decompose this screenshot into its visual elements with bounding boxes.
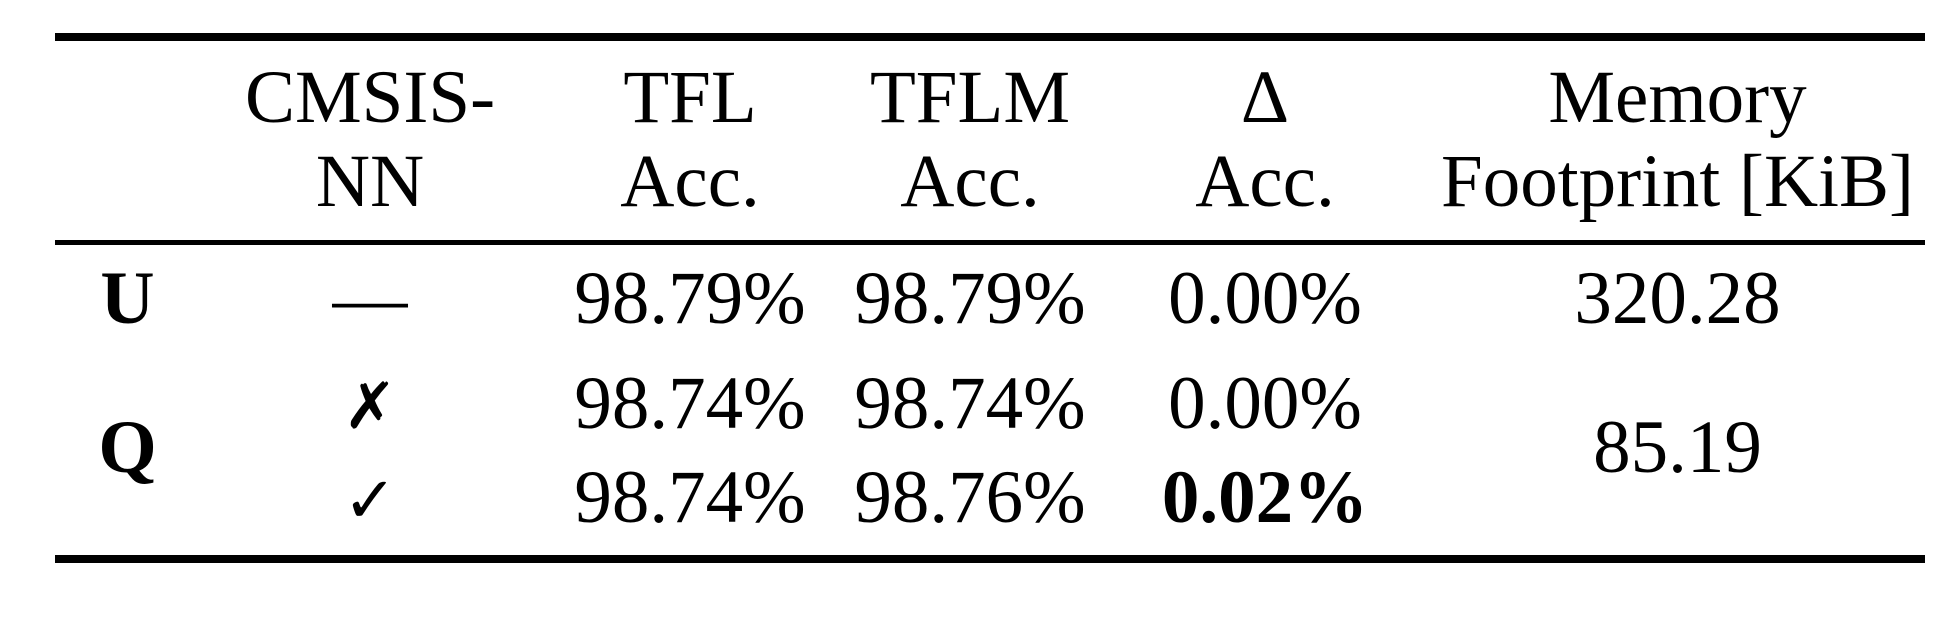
header-tflm-acc-line2: Acc. [900,140,1040,224]
spacer-cell [55,542,1925,559]
cell-q1-cmsis-nn: ✗ [200,354,540,454]
header-memory-footprint: Memory Footprint [KiB] [1430,37,1925,245]
header-memory-line1: Memory [1548,56,1807,140]
table-header: CMSIS- NN TFL Acc. TFLM Acc. Δ Acc. Memory Fo… [55,37,1925,245]
header-tfl-acc-line1: TFL [623,56,757,140]
cell-u-memory: 320.28 [1574,257,1781,341]
cell-q1-delta-acc: 0.00% [1168,362,1362,445]
header-cmsis-nn-line1: CMSIS- [244,56,496,140]
header-tfl-acc: TFL Acc. [540,37,840,245]
cell-u-cmsis-nn: — [200,242,540,354]
header-tflm-acc: TFLM Acc. [840,37,1100,245]
header-delta-acc: Δ Acc. [1100,37,1430,245]
cell-u-delta-acc: 0.00% [1168,257,1362,341]
cell-u-tfl-acc: 98.79% [574,257,806,341]
results-table: CMSIS- NN TFL Acc. TFLM Acc. Δ Acc. Memory Fo… [55,33,1925,563]
table-row-quantized-cmsis: ✓ 98.74% 98.76% 0.02% [55,454,1925,542]
header-row: CMSIS- NN TFL Acc. TFLM Acc. Δ Acc. Memory Fo… [55,37,1925,245]
header-cmsis-nn-line2: NN [315,140,425,224]
cell-u-tflm-acc: 98.79% [854,257,1086,341]
cell-q1-tfl-acc: 98.74% [574,362,806,445]
header-delta-acc-line2: Acc. [1195,140,1335,224]
cell-q2-delta-acc: 0.02% [1161,456,1369,539]
rowlabel-q: Q [98,406,157,489]
cell-q2-cmsis-nn: ✓ [200,454,540,542]
table-body: U — 98.79% 98.79% 0.00% 320.28 Q ✗ 98.74… [55,242,1925,559]
rowlabel-u: U [100,257,155,341]
cell-q1-tflm-acc: 98.74% [854,362,1086,445]
check-icon: ✓ [343,464,397,538]
cell-q-memory: 85.19 [1593,406,1762,489]
bottom-spacer-row [55,542,1925,559]
cell-q2-tfl-acc: 98.74% [574,456,806,539]
table-row-quantized-no-cmsis: Q ✗ 98.74% 98.74% 0.00% 85.19 [55,354,1925,489]
cell-q2-tflm-acc: 98.76% [854,456,1086,539]
header-cmsis-nn: CMSIS- NN [200,37,540,245]
ballot-x-icon: ✗ [343,370,397,444]
header-rowlabel [55,37,200,245]
header-tflm-acc-line1: TFLM [869,56,1071,140]
header-memory-line2: Footprint [KiB] [1441,140,1914,224]
table-row-unquantized: U — 98.79% 98.79% 0.00% 320.28 [55,242,1925,354]
header-tfl-acc-line2: Acc. [620,140,760,224]
em-dash-icon: — [332,257,408,341]
delta-symbol: Δ [1240,56,1290,140]
